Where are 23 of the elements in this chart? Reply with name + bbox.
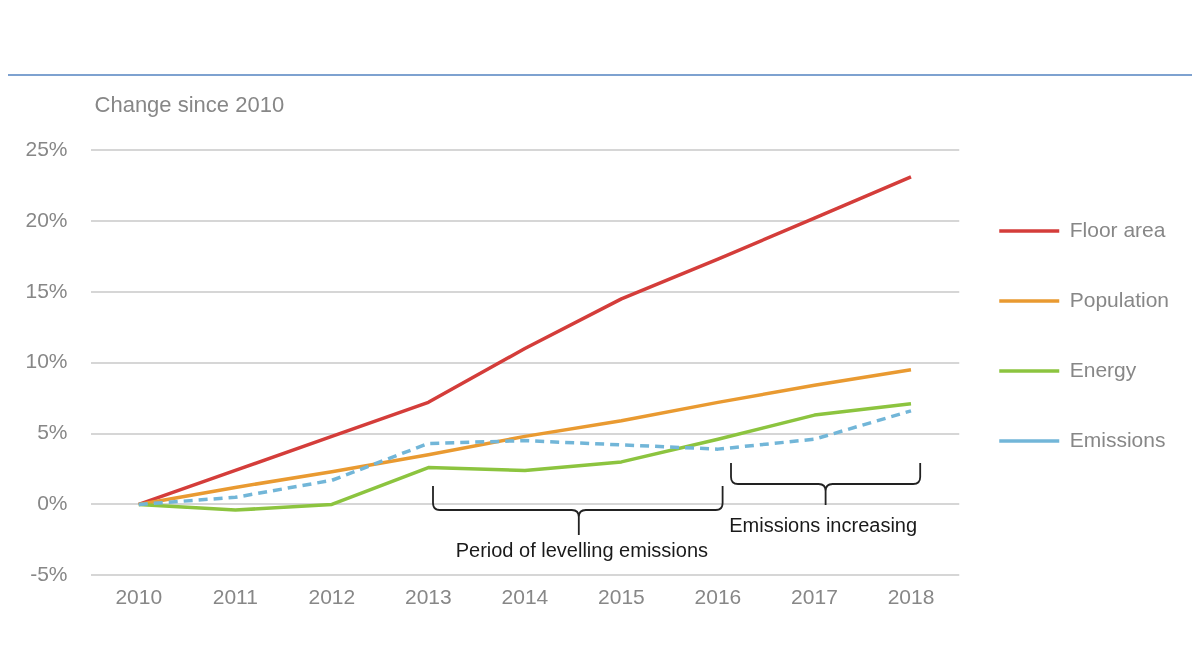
x-tick-label: 2014 (501, 584, 549, 608)
x-tick-label: 2011 (212, 584, 258, 608)
x-tick-label: 2010 (115, 584, 163, 608)
x-tick-label: 2015 (598, 584, 645, 608)
annotation: Period of levelling emissions (455, 538, 709, 561)
legend-label: Energy (1069, 357, 1137, 381)
x-tick-label: 2016 (694, 584, 742, 608)
y-tick-label: 5% (37, 420, 68, 444)
x-tick-label: 2012 (308, 584, 356, 608)
legend-label: Population (1069, 287, 1169, 311)
y-tick-label: 20% (25, 207, 68, 231)
x-tick-label: 2017 (791, 584, 838, 608)
x-tick-label: 2018 (887, 584, 935, 608)
annotation: Emissions increasing (729, 513, 918, 536)
y-tick-label: 0% (37, 491, 68, 515)
legend-label: Emissions (1069, 427, 1166, 451)
y-tick-label: 10% (25, 349, 68, 373)
y-tick-label: -5% (30, 562, 68, 586)
x-tick-label: 2013 (405, 584, 452, 608)
y-axis-title: Change since 2010 (94, 92, 285, 118)
legend-label: Floor area (1069, 217, 1166, 241)
y-tick-label: 25% (25, 136, 68, 160)
y-tick-label: 15% (25, 278, 68, 302)
